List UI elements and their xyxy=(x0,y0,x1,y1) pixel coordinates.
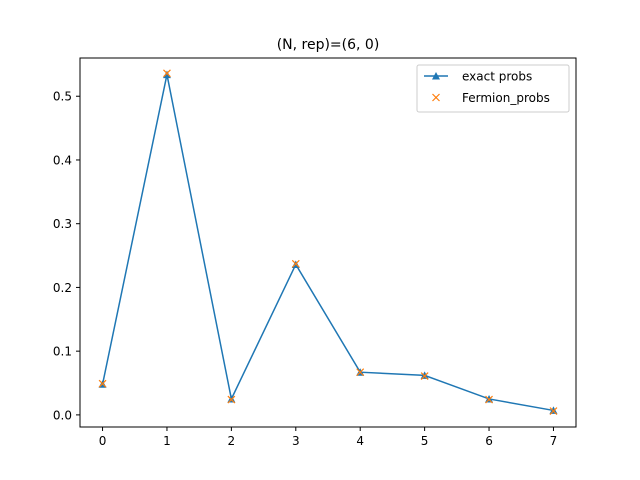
x-tick-label: 2 xyxy=(228,434,236,448)
data-point-fermion-probs xyxy=(291,259,300,268)
data-point-exact-probs xyxy=(227,394,236,403)
series-line-exact-probs xyxy=(101,74,554,412)
plot-frame xyxy=(79,57,577,428)
chart-title: (N, rep)=(6, 0) xyxy=(277,37,380,53)
legend-marker-exact-probs xyxy=(432,72,440,80)
legend-label-fermion-probs: Fermion_probs xyxy=(462,91,550,105)
data-point-exact-probs xyxy=(420,371,429,379)
y-axis: 0.0 0.1 0.2 0.3 0.4 0.5 xyxy=(53,90,80,422)
data-point-exact-probs xyxy=(485,394,494,403)
x-tick-label: 7 xyxy=(550,434,558,448)
legend: exact probs Fermion_probs xyxy=(416,64,570,113)
data-point-exact-probs xyxy=(549,406,558,414)
x-tick-label: 5 xyxy=(421,434,429,448)
data-point-fermion-probs xyxy=(420,372,429,380)
y-tick-label: 0.0 xyxy=(53,408,72,422)
x-tick-label: 0 xyxy=(99,434,107,448)
y-tick-label: 0.2 xyxy=(53,281,72,295)
series-layer xyxy=(98,69,558,415)
x-tick-label: 4 xyxy=(356,434,364,448)
data-point-exact-probs xyxy=(162,70,171,79)
y-tick-label: 0.1 xyxy=(53,345,72,359)
legend-marker-fermion-probs xyxy=(432,93,440,102)
data-point-fermion-probs xyxy=(549,407,558,415)
data-point-fermion-probs xyxy=(356,368,365,377)
y-tick-label: 0.4 xyxy=(53,153,72,167)
x-axis: 0 1 2 3 4 5 6 7 xyxy=(99,427,558,448)
x-tick-label: 3 xyxy=(292,434,300,448)
data-point-fermion-probs xyxy=(98,379,107,388)
legend-box xyxy=(416,64,570,113)
legend-label-exact-probs: exact probs xyxy=(462,70,532,84)
data-point-fermion-probs xyxy=(227,395,236,404)
y-tick-label: 0.3 xyxy=(53,217,72,231)
y-tick-label: 0.5 xyxy=(53,90,72,104)
x-tick-label: 6 xyxy=(485,434,493,448)
data-point-fermion-probs xyxy=(163,69,171,78)
x-tick-label: 1 xyxy=(163,434,171,448)
data-point-fermion-probs xyxy=(485,395,493,404)
